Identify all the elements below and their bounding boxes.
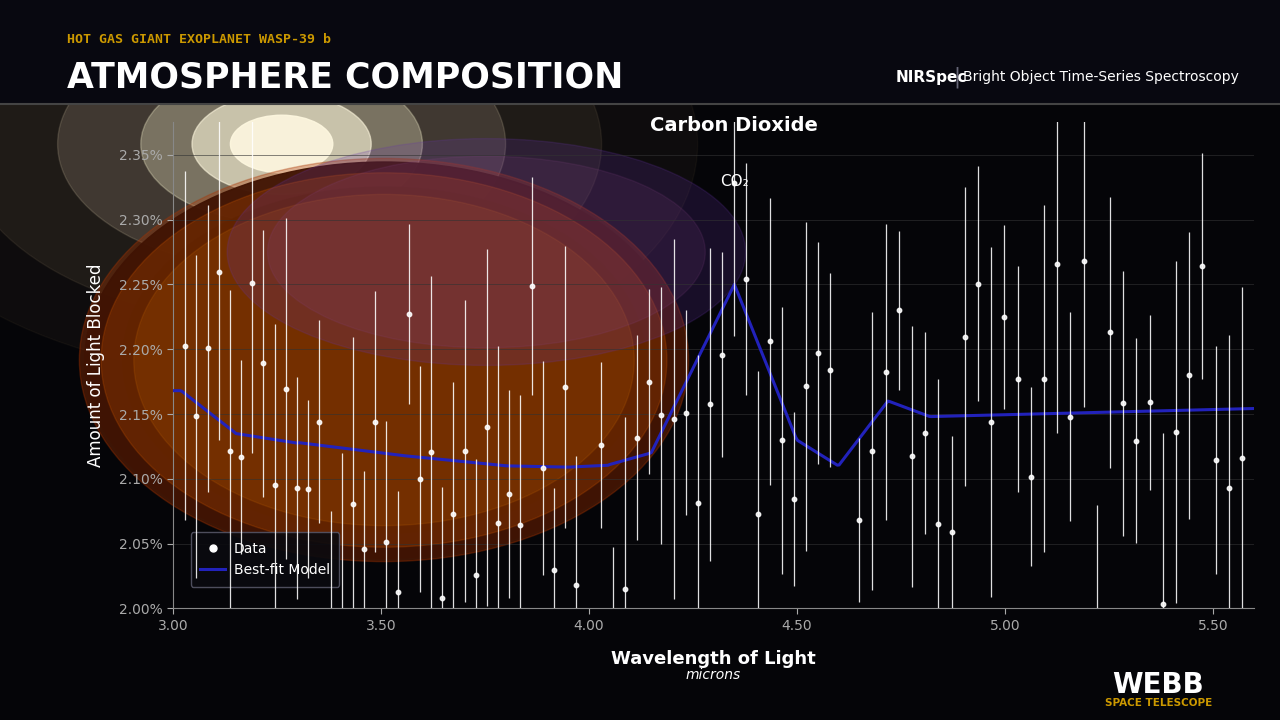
Best-fit Model: [357, 446, 372, 455]
Text: microns: microns: [685, 667, 741, 682]
Best-fit Model: [559, 463, 575, 472]
Ellipse shape: [268, 156, 705, 348]
Text: NIRSpec: NIRSpec: [896, 70, 968, 84]
Ellipse shape: [84, 162, 684, 558]
Ellipse shape: [227, 138, 745, 365]
Ellipse shape: [141, 65, 422, 223]
Text: SPACE TELESCOPE: SPACE TELESCOPE: [1105, 698, 1212, 708]
Text: HOT GAS GIANT EXOPLANET WASP-39 b: HOT GAS GIANT EXOPLANET WASP-39 b: [67, 33, 330, 46]
Best-fit Model: [891, 400, 906, 409]
Best-fit Model: [727, 280, 742, 289]
Ellipse shape: [192, 94, 371, 194]
Best-fit Model: [165, 387, 180, 395]
Best-fit Model: [806, 446, 822, 455]
Line: Best-fit Model: Best-fit Model: [173, 284, 1254, 467]
Text: WEBB: WEBB: [1112, 672, 1204, 699]
Ellipse shape: [79, 158, 689, 562]
Text: |: |: [954, 66, 960, 88]
Text: CO₂: CO₂: [721, 174, 749, 189]
Legend: Data, Best-fit Model: Data, Best-fit Model: [191, 533, 339, 587]
Text: ATMOSPHERE COMPOSITION: ATMOSPHERE COMPOSITION: [67, 60, 623, 94]
Ellipse shape: [101, 173, 667, 547]
Ellipse shape: [123, 187, 645, 533]
Best-fit Model: [1247, 404, 1262, 413]
Text: Bright Object Time-Series Spectroscopy: Bright Object Time-Series Spectroscopy: [963, 70, 1239, 84]
Best-fit Model: [657, 423, 672, 431]
Best-fit Model: [443, 456, 458, 464]
Ellipse shape: [133, 194, 635, 526]
Ellipse shape: [0, 0, 602, 324]
Ellipse shape: [58, 18, 506, 270]
Best-fit Model: [983, 410, 998, 419]
Ellipse shape: [230, 115, 333, 173]
Text: Wavelength of Light: Wavelength of Light: [611, 649, 815, 668]
Text: Carbon Dioxide: Carbon Dioxide: [650, 117, 818, 135]
Y-axis label: Amount of Light Blocked: Amount of Light Blocked: [87, 264, 105, 467]
